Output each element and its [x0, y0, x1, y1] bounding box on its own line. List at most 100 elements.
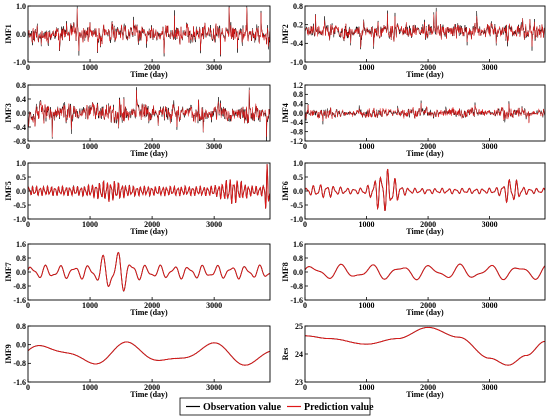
- x-axis-label: Time (day): [130, 308, 168, 317]
- y-tick-label: 0.0: [293, 268, 303, 277]
- y-tick-label: -1.2: [290, 137, 303, 146]
- y-axis-label: IMF4: [281, 103, 290, 123]
- y-tick-label: -1.6: [290, 296, 303, 305]
- y-tick-label: -1.6: [13, 296, 26, 305]
- x-tick-label: 1000: [82, 63, 98, 72]
- y-axis-label: IMF2: [281, 24, 290, 44]
- y-tick-label: -0.4: [13, 123, 26, 132]
- y-tick-label: 0.8: [293, 90, 303, 99]
- x-tick-label: 3000: [482, 220, 498, 229]
- y-tick-label: -0.5: [290, 201, 303, 210]
- y-tick-label: 0.2: [293, 20, 303, 29]
- y-axis-label: Res: [281, 348, 290, 360]
- x-tick-label: 1000: [82, 142, 98, 151]
- y-tick-label: 24: [295, 350, 303, 359]
- x-tick-label: 0: [303, 383, 307, 392]
- y-tick-label: 1.0: [16, 2, 26, 11]
- y-tick-label: -0.8: [290, 282, 303, 291]
- x-tick-label: 3000: [206, 220, 222, 229]
- panel-imf8: -1.6 -0.8 0.0 0.8 1.6 0 1000 2000 3000 Time (day)…: [281, 240, 546, 317]
- panel-imf2: -1.0 -0.4 0.2 0.8 0 1000 2000 3000 Time (day) IMF…: [281, 2, 546, 79]
- y-tick-label: 0.0: [16, 187, 26, 196]
- series-observation-line: [305, 263, 545, 281]
- x-tick-label: 0: [303, 63, 307, 72]
- panel-imf5: -1.0 -0.5 0.0 0.5 1.0 0 1000 2000 3000 Time (day)…: [4, 159, 271, 236]
- x-tick-label: 3000: [482, 63, 498, 72]
- x-tick-label: 3000: [482, 301, 498, 310]
- x-tick-label: 2000: [420, 383, 436, 392]
- x-tick-label: 1000: [359, 63, 375, 72]
- x-tick-label: 1000: [359, 220, 375, 229]
- y-tick-label: 0.0: [16, 268, 26, 277]
- plot-frame: [304, 5, 546, 63]
- x-tick-label: 3000: [206, 383, 222, 392]
- x-axis-label: Time (day): [130, 227, 168, 236]
- y-tick-label: -0.8: [13, 359, 26, 368]
- x-axis-label: Time (day): [130, 390, 168, 399]
- legend: Observation value Prediction value: [179, 397, 374, 416]
- legend-observation-label: Observation value: [203, 402, 282, 413]
- panel-imf7: -1.6 -0.8 0.0 0.8 1.6 0 1000 2000 3000 Time (day)…: [4, 240, 271, 317]
- y-tick-label: 0.8: [16, 254, 26, 263]
- panel-imf3: -0.8 -0.4 0.0 0.4 0.8 0 1000 2000 3000 Time (day)…: [4, 81, 271, 158]
- plot-frame: [27, 325, 271, 383]
- x-tick-label: 2000: [144, 301, 160, 310]
- x-tick-label: 3000: [206, 301, 222, 310]
- x-axis-label: Time (day): [406, 227, 444, 236]
- y-tick-label: -0.4: [290, 118, 303, 127]
- y-tick-label: 0.5: [16, 173, 26, 182]
- plot-frame: [304, 162, 546, 220]
- series-prediction-line: [28, 251, 270, 292]
- y-tick-label: 25: [295, 322, 303, 331]
- y-tick-label: 1.2: [293, 81, 303, 90]
- legend-box: [179, 397, 371, 416]
- x-tick-label: 0: [303, 142, 307, 151]
- x-tick-label: 0: [26, 142, 30, 151]
- y-tick-label: 0.0: [16, 109, 26, 118]
- series-prediction-line: [305, 326, 545, 366]
- x-tick-label: 1000: [359, 301, 375, 310]
- y-tick-label: 1.6: [16, 240, 26, 249]
- y-axis-label: IMF7: [4, 262, 13, 282]
- x-tick-label: 0: [26, 383, 30, 392]
- panel-imf6: -1.0 -0.5 0.0 0.5 1.0 0 1000 2000 3000 Time (day)…: [281, 159, 546, 236]
- x-axis-label: Time (day): [406, 308, 444, 317]
- y-tick-label: 0.8: [16, 81, 26, 90]
- x-tick-label: 1000: [359, 383, 375, 392]
- x-tick-label: 3000: [482, 142, 498, 151]
- x-tick-label: 2000: [420, 301, 436, 310]
- y-tick-label: 0.0: [293, 109, 303, 118]
- y-axis-label: IMF5: [4, 181, 13, 201]
- x-tick-label: 3000: [206, 63, 222, 72]
- y-tick-label: -1.0: [290, 215, 303, 224]
- y-tick-label: -0.4: [290, 39, 303, 48]
- series-prediction-line: [28, 7, 270, 55]
- y-axis-label: IMF9: [4, 344, 13, 364]
- x-tick-label: 0: [26, 301, 30, 310]
- series-observation-line: [305, 169, 545, 211]
- series-prediction-line: [305, 103, 545, 124]
- x-tick-label: 1000: [82, 383, 98, 392]
- y-tick-label: 0.4: [293, 99, 303, 108]
- x-tick-label: 0: [303, 301, 307, 310]
- y-tick-label: 0.8: [293, 2, 303, 11]
- x-axis-label: Time (day): [406, 390, 444, 399]
- y-tick-label: -1.0: [13, 215, 26, 224]
- y-tick-label: -0.8: [13, 282, 26, 291]
- y-tick-label: 1.0: [293, 159, 303, 168]
- x-tick-label: 1000: [359, 142, 375, 151]
- y-axis-label: IMF8: [281, 262, 290, 282]
- x-axis-label: Time (day): [406, 70, 444, 79]
- series-prediction-line: [305, 11, 545, 48]
- plot-frame: [304, 243, 546, 301]
- panel-imf1: -1.0 0.0 1.0 0 1000 2000 3000 Time (day) IMF1: [4, 2, 271, 79]
- x-tick-label: 0: [26, 220, 30, 229]
- x-axis-label: Time (day): [406, 149, 444, 158]
- y-tick-label: 1.6: [293, 240, 303, 249]
- series-observation-line: [305, 326, 545, 366]
- x-axis-label: Time (day): [130, 70, 168, 79]
- y-tick-label: 0.5: [293, 173, 303, 182]
- panel-imf9: -1.6 -0.8 0.0 0.8 0 1000 2000 3000 Time (day) IMF…: [4, 322, 271, 399]
